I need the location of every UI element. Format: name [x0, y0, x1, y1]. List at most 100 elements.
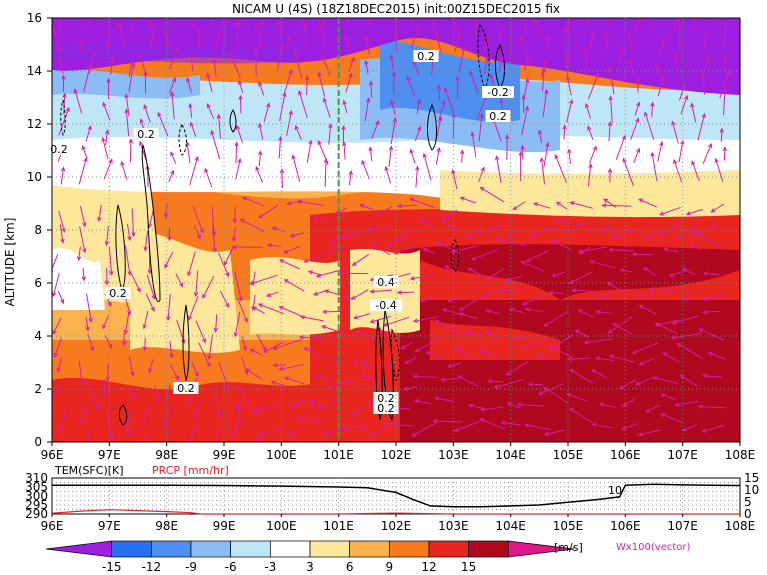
contour-label: 0.2	[177, 382, 195, 395]
wind-vector	[447, 362, 462, 368]
wind-vector	[442, 308, 462, 316]
wind-vector-head	[211, 231, 217, 237]
wind-vector-head	[456, 32, 461, 39]
prcp-label: PRCP [mm/hr]	[152, 464, 229, 477]
wind-vector	[638, 429, 661, 436]
wind-vector	[397, 291, 415, 294]
wind-vector-head	[196, 234, 201, 240]
wind-vector-head	[705, 55, 710, 61]
wind-vector	[659, 206, 681, 216]
wind-vector-head	[677, 23, 682, 29]
wind-vector-head	[567, 357, 573, 362]
wind-vector	[676, 53, 679, 75]
wind-vector-head	[612, 323, 618, 328]
wind-vector	[588, 72, 599, 100]
wind-vector-head	[634, 294, 640, 299]
wind-vector	[214, 384, 217, 401]
lower-right-tick-label: 15	[744, 471, 759, 485]
wind-vector-head	[361, 373, 367, 378]
wind-vector	[724, 23, 727, 48]
wind-vector	[169, 77, 176, 94]
wind-vector	[592, 423, 613, 429]
contour-label-group: 0.20.20.20.20.20.4-0.4-0.20.20.20.2	[46, 50, 514, 415]
wind-vector	[394, 18, 398, 34]
wind-vector	[498, 55, 503, 72]
wind-vector-head	[598, 402, 604, 407]
wind-vector-head	[349, 411, 355, 416]
wind-vector-head	[518, 150, 523, 156]
wind-vector-head	[484, 56, 490, 62]
wind-vector	[525, 308, 543, 313]
wind-vector-head	[425, 351, 431, 356]
wind-vector	[481, 288, 502, 298]
wind-vector	[415, 337, 441, 352]
wind-vector	[398, 204, 417, 207]
wind-vector	[57, 291, 64, 304]
wind-vector	[651, 102, 654, 117]
wind-vector-head	[163, 213, 169, 219]
wind-vector-head	[217, 29, 223, 35]
wind-vector-head	[544, 88, 549, 94]
wind-vector	[566, 76, 572, 96]
wind-vector-head	[53, 352, 58, 359]
colorbar-swatch	[468, 540, 509, 558]
wind-vector-head	[102, 324, 107, 330]
wind-vector	[505, 275, 522, 281]
wind-vector-head	[251, 306, 257, 311]
wind-vector-head	[199, 228, 204, 234]
wind-vector	[723, 88, 726, 115]
wind-vector-head	[243, 317, 248, 323]
wind-vector	[108, 424, 114, 440]
wind-vector	[480, 186, 505, 203]
wind-vector	[168, 170, 175, 183]
wind-vector	[524, 18, 528, 33]
wind-vector	[476, 94, 488, 120]
wind-vector-head	[166, 315, 171, 321]
wind-vector-head	[90, 346, 95, 352]
wind-vector	[404, 386, 417, 390]
wind-vector	[496, 156, 502, 183]
wind-vector-head	[660, 231, 666, 236]
wind-vector-head	[668, 272, 674, 277]
wind-vector	[108, 18, 110, 35]
wind-vector	[410, 24, 420, 49]
wind-vector	[314, 375, 331, 380]
wind-vector	[172, 18, 175, 29]
wind-vector-head	[318, 21, 323, 28]
wind-vector-head	[701, 296, 707, 302]
wind-vector-head	[92, 50, 97, 57]
wind-vector	[351, 289, 369, 300]
wind-vector	[323, 426, 344, 436]
wind-vector-head	[344, 35, 349, 41]
prcp-series-line	[51, 509, 740, 515]
wind-vector	[154, 384, 160, 402]
wind-vector-head	[603, 198, 609, 203]
wind-vector	[630, 118, 639, 141]
wind-vector-head	[187, 271, 192, 277]
chart-title: NICAM U (4S) (18Z18DEC2015) init:00Z15DE…	[232, 2, 560, 16]
wind-vector-head	[374, 211, 380, 216]
wind-vector	[308, 400, 323, 407]
wind-vector-head	[104, 40, 110, 46]
wind-vector	[103, 159, 113, 180]
wind-vector	[609, 65, 615, 95]
wind-vector	[442, 209, 458, 220]
wind-vector	[81, 403, 87, 425]
wind-vector	[300, 316, 324, 322]
wind-vector-head	[385, 243, 391, 248]
wind-vector-head	[608, 354, 615, 359]
contour-label: 0.2	[377, 402, 395, 415]
wind-vector	[141, 407, 150, 427]
wind-vector	[664, 248, 679, 253]
wind-vector-head	[61, 74, 66, 80]
wind-vector-head	[527, 382, 533, 387]
wind-vector-head	[412, 318, 418, 323]
wind-vector-head	[692, 232, 698, 237]
wind-vector-head	[643, 236, 649, 241]
wind-vector-head	[79, 38, 85, 44]
wind-vector	[208, 334, 214, 359]
wind-vector-head	[60, 299, 65, 305]
wind-vector	[609, 249, 634, 252]
wind-vector	[608, 18, 612, 26]
wind-vector-head	[354, 330, 360, 335]
